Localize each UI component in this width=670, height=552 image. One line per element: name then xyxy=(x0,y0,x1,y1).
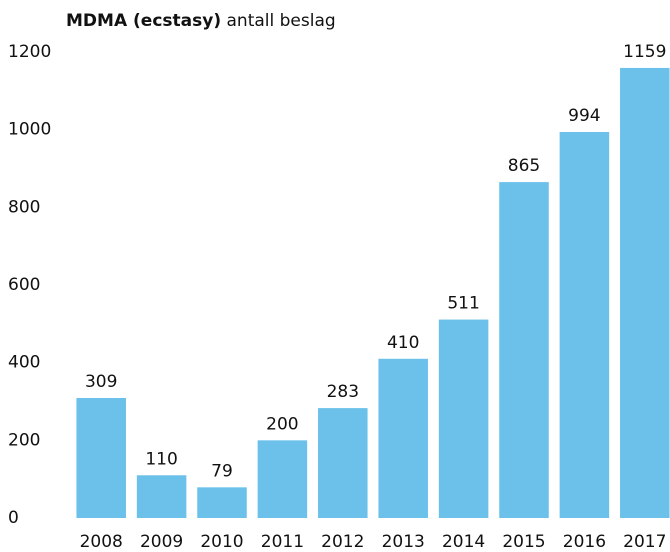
bar xyxy=(197,487,247,518)
x-tick-label: 2009 xyxy=(140,532,183,552)
y-tick-label: 600 xyxy=(8,275,40,295)
value-label: 511 xyxy=(447,294,479,314)
bar xyxy=(136,475,187,518)
x-tick-label: 2013 xyxy=(382,532,425,552)
y-tick-label: 200 xyxy=(8,430,40,450)
bar xyxy=(620,67,670,519)
x-tick-label: 2014 xyxy=(442,532,485,552)
y-tick-label: 400 xyxy=(8,353,40,373)
bar xyxy=(499,182,549,518)
y-tick-label: 800 xyxy=(8,197,40,217)
chart-title-bold: MDMA (ecstasy) xyxy=(66,11,221,31)
bar xyxy=(318,408,368,518)
value-label: 283 xyxy=(327,382,359,402)
x-tick-label: 2010 xyxy=(200,532,243,552)
x-tick-label: 2015 xyxy=(502,532,545,552)
bar xyxy=(559,131,610,518)
bar xyxy=(438,319,489,518)
y-tick-label: 0 xyxy=(8,508,19,528)
value-label: 309 xyxy=(85,372,117,392)
chart-title: MDMA (ecstasy) antall beslag xyxy=(66,11,336,31)
x-tick-label: 2008 xyxy=(80,532,123,552)
bar xyxy=(378,358,428,518)
x-tick-label: 2017 xyxy=(623,532,666,552)
x-tick-label: 2012 xyxy=(321,532,364,552)
bar xyxy=(76,398,126,518)
value-label: 79 xyxy=(211,461,233,481)
value-label: 410 xyxy=(387,333,419,353)
y-tick-label: 1000 xyxy=(8,120,51,140)
x-tick-label: 2011 xyxy=(261,532,304,552)
y-tick-label: 1200 xyxy=(8,42,51,62)
value-label: 110 xyxy=(145,449,177,469)
value-label: 865 xyxy=(508,156,540,176)
value-label: 200 xyxy=(266,414,298,434)
x-tick-label: 2016 xyxy=(563,532,606,552)
bar xyxy=(257,440,308,518)
chart-title-rest: antall beslag xyxy=(227,11,336,31)
value-label: 994 xyxy=(568,106,600,126)
value-label: 1159 xyxy=(623,42,666,62)
